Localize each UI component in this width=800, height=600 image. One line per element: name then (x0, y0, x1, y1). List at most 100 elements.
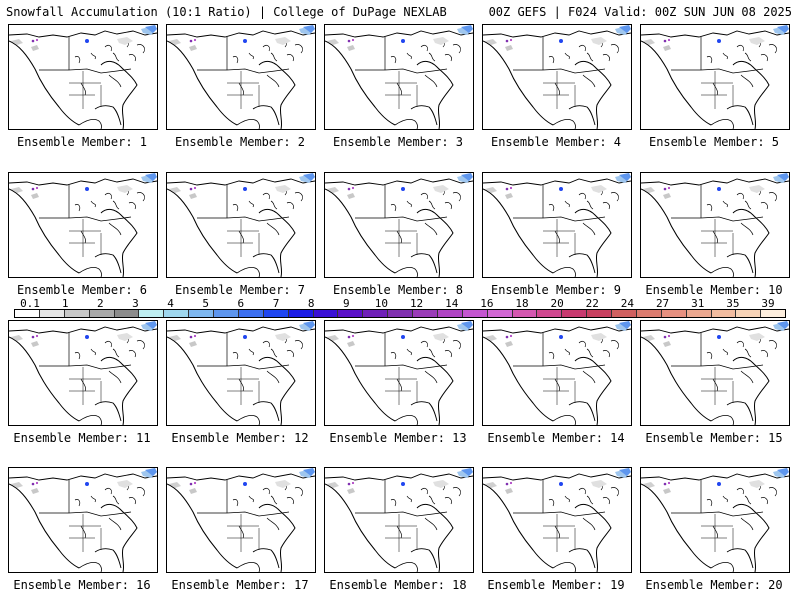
ensemble-map-panel (482, 24, 632, 130)
colorbar-tick-label: 5 (202, 297, 210, 310)
north-america-map (325, 321, 473, 425)
colorbar-tick-label: 8 (307, 297, 315, 310)
ensemble-map-panel (8, 467, 158, 573)
ensemble-map-panel (640, 467, 790, 573)
ensemble-member-label: Ensemble Member: 3 (332, 135, 464, 149)
colorbar-tick-label: 31 (691, 297, 705, 310)
ensemble-map-panel (324, 320, 474, 426)
colorbar-tick-label: 10 (374, 297, 389, 310)
north-america-map (483, 468, 631, 572)
ensemble-member-label: Ensemble Member: 8 (332, 283, 464, 297)
colorbar-tick-label: 9 (342, 297, 350, 310)
ensemble-member-label: Ensemble Member: 6 (16, 283, 148, 297)
colorbar-cell (711, 310, 737, 317)
colorbar-tick-label: 22 (585, 297, 599, 310)
ensemble-map-panel (8, 24, 158, 130)
ensemble-map-panel (166, 320, 316, 426)
north-america-map (641, 468, 789, 572)
ensemble-member-label: Ensemble Member: 10 (645, 283, 783, 297)
ensemble-map-panel (166, 467, 316, 573)
colorbar-tick-label: 0.1 (20, 297, 40, 310)
colorbar-tick-label: 24 (620, 297, 635, 310)
colorbar-tick-label: 2 (96, 297, 104, 310)
colorbar-cell (164, 310, 190, 317)
colorbar-cell (238, 310, 264, 317)
colorbar-cell (437, 310, 463, 317)
ensemble-map-panel (640, 172, 790, 278)
north-america-map (641, 321, 789, 425)
colorbar-tick-label: 4 (167, 297, 174, 310)
colorbar-cell (562, 310, 588, 317)
ensemble-map-panel (324, 467, 474, 573)
colorbar-cell (189, 310, 214, 317)
colorbar-tick-label: 1 (61, 297, 69, 310)
ensemble-map-panel (640, 24, 790, 130)
colorbar-cell (761, 310, 786, 317)
north-america-map (167, 25, 315, 129)
ensemble-member-label: Ensemble Member: 11 (13, 431, 151, 445)
north-america-map (167, 173, 315, 277)
colorbar-tick-label: 16 (480, 297, 494, 310)
ensemble-member-label: Ensemble Member: 2 (174, 135, 306, 149)
north-america-map (325, 25, 473, 129)
ensemble-map-panel (640, 320, 790, 426)
colorbar-cell (736, 310, 762, 317)
ensemble-member-label: Ensemble Member: 12 (171, 431, 309, 445)
north-america-map (9, 468, 157, 572)
ensemble-member-label: Ensemble Member: 7 (174, 283, 306, 297)
ensemble-member-label: Ensemble Member: 13 (329, 431, 467, 445)
colorbar-tick-label: 3 (132, 297, 139, 310)
colorbar-cell (263, 310, 289, 317)
colorbar-tick-label: 39 (761, 297, 775, 310)
north-america-map (325, 468, 473, 572)
ensemble-member-label: Ensemble Member: 4 (490, 135, 622, 149)
run-valid-time: 00Z GEFS | F024 Valid: 00Z SUN JUN 08 20… (488, 5, 792, 19)
north-america-map (167, 321, 315, 425)
north-america-map (9, 173, 157, 277)
north-america-map (167, 468, 315, 572)
colorbar-cell (363, 310, 389, 317)
north-america-map (641, 173, 789, 277)
ensemble-member-label: Ensemble Member: 18 (329, 578, 467, 592)
north-america-map (9, 321, 157, 425)
colorbar-cell (139, 310, 165, 317)
colorbar-cell (587, 310, 612, 317)
colorbar-cell (537, 310, 563, 317)
north-america-map (483, 321, 631, 425)
map-title: Snowfall Accumulation (10:1 Ratio) | Col… (6, 5, 447, 19)
ensemble-map-panel (324, 24, 474, 130)
colorbar-cell (313, 310, 339, 317)
colorbar-tick-label: 7 (272, 297, 280, 310)
ensemble-member-label: Ensemble Member: 15 (645, 431, 783, 445)
colorbar-tick-label: 18 (515, 297, 529, 310)
ensemble-member-label: Ensemble Member: 16 (13, 578, 151, 592)
ensemble-map-panel (166, 24, 316, 130)
colorbar-cell (413, 310, 438, 317)
colorbar-cell (288, 310, 314, 317)
colorbar-cell (612, 310, 637, 317)
ensemble-map-panel (482, 172, 632, 278)
colorbar-cell (39, 310, 65, 317)
north-america-map (483, 25, 631, 129)
ensemble-map-panel (8, 320, 158, 426)
colorbar-tick-label: 27 (655, 297, 670, 310)
colorbar-cell (214, 310, 239, 317)
ensemble-member-label: Ensemble Member: 5 (648, 135, 780, 149)
colorbar-cell (64, 310, 90, 317)
colorbar-cell (487, 310, 513, 317)
ensemble-member-label: Ensemble Member: 19 (487, 578, 625, 592)
north-america-map (483, 173, 631, 277)
ensemble-map-panel (8, 172, 158, 278)
ensemble-map-panel (482, 467, 632, 573)
ensemble-member-label: Ensemble Member: 9 (490, 283, 622, 297)
colorbar-tick-label: 6 (237, 297, 245, 310)
north-america-map (641, 25, 789, 129)
ensemble-map-panel (166, 172, 316, 278)
north-america-map (325, 173, 473, 277)
colorbar-tick-label: 14 (445, 297, 459, 310)
colorbar-tick-label: 20 (550, 297, 564, 310)
colorbar-cell (338, 310, 364, 317)
colorbar-cell (512, 310, 538, 317)
ensemble-member-label: Ensemble Member: 14 (487, 431, 625, 445)
colorbar-cell (15, 310, 40, 317)
